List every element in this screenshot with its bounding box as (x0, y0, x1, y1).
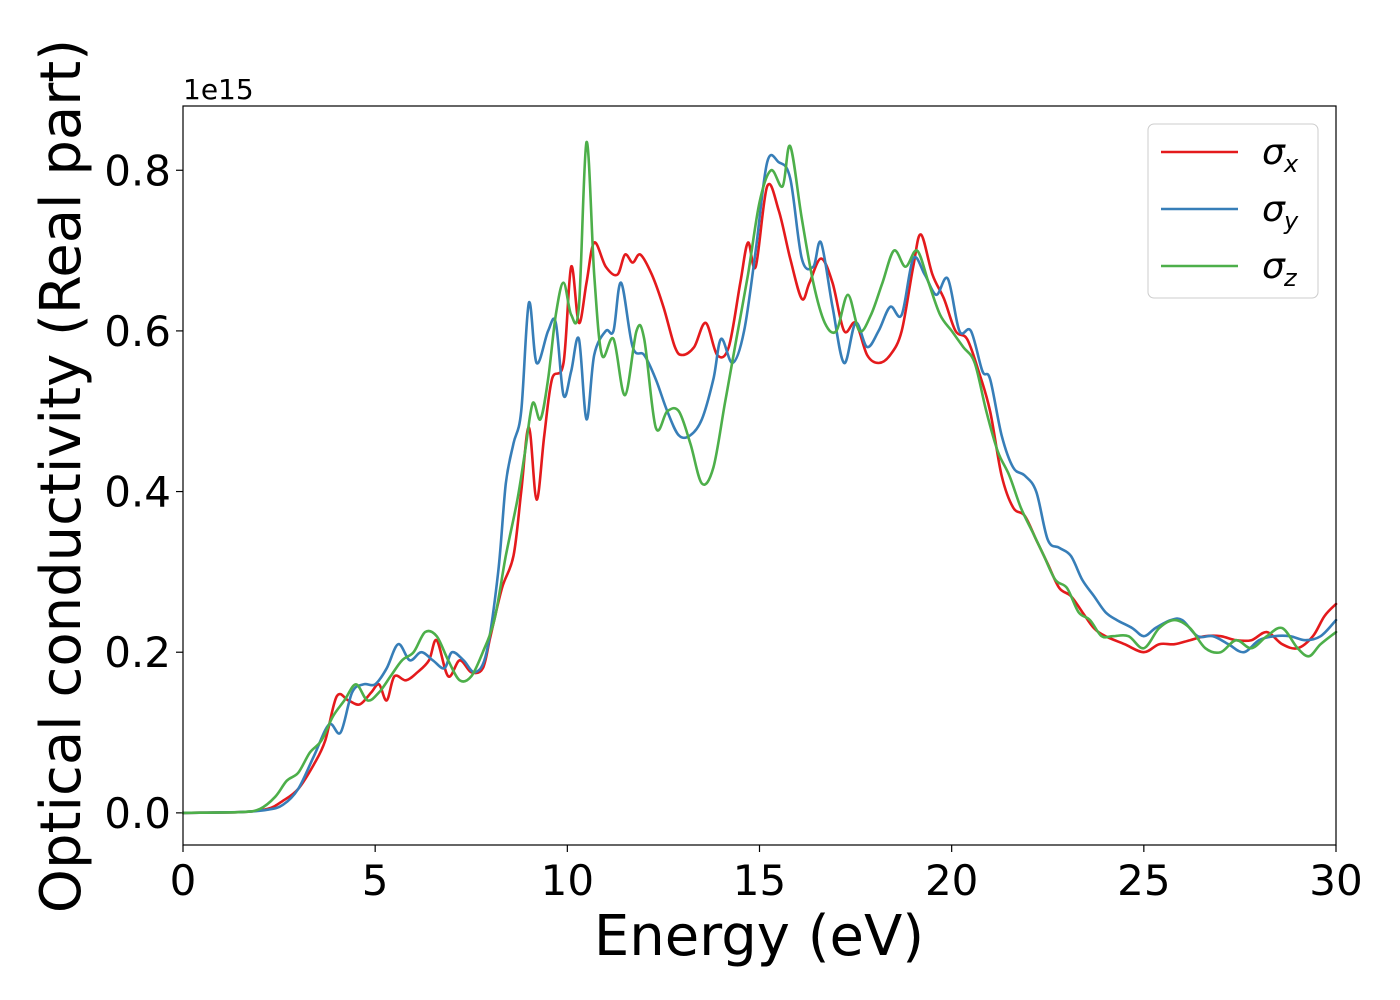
legend: σ xσ yσ z (1147, 123, 1319, 299)
legend-subscript-z: z (1283, 264, 1298, 292)
x-tick-label: 5 (362, 856, 389, 905)
legend-subscript-x: x (1283, 150, 1299, 178)
legend-label-x: σ (1262, 132, 1286, 173)
legend-label-y: σ (1262, 189, 1286, 230)
y-axis-ticks: 0.0 0.2 0.4 0.6 0.8 (104, 146, 183, 838)
x-tick-label: 20 (925, 856, 978, 905)
series-line-y (181, 153, 1338, 815)
y-tick-label: 0.6 (104, 307, 171, 356)
y-tick-label: 0.8 (104, 146, 171, 195)
x-tick-label: 25 (1117, 856, 1170, 905)
legend-label-z: σ (1262, 246, 1286, 287)
y-tick-label: 0.2 (104, 628, 171, 677)
x-axis-title: Energy (eV) (594, 904, 924, 969)
series-line-z (181, 140, 1338, 815)
legend-subscript-y: y (1283, 207, 1299, 235)
x-tick-label: 10 (541, 856, 594, 905)
legend-box (1147, 123, 1319, 299)
x-tick-label: 0 (170, 856, 197, 905)
y-tick-label: 0.0 (104, 789, 171, 838)
y-axis-offset-label: 1e15 (183, 73, 254, 106)
plot-frame (182, 105, 1337, 846)
x-tick-label: 30 (1309, 856, 1362, 905)
series-lines (181, 140, 1338, 815)
y-tick-label: 0.4 (104, 468, 171, 517)
y-axis-title: Optical conductivity (Real part) (29, 39, 94, 913)
x-tick-label: 15 (733, 856, 786, 905)
x-axis-ticks: 0 5 10 15 20 25 30 (170, 845, 1363, 905)
